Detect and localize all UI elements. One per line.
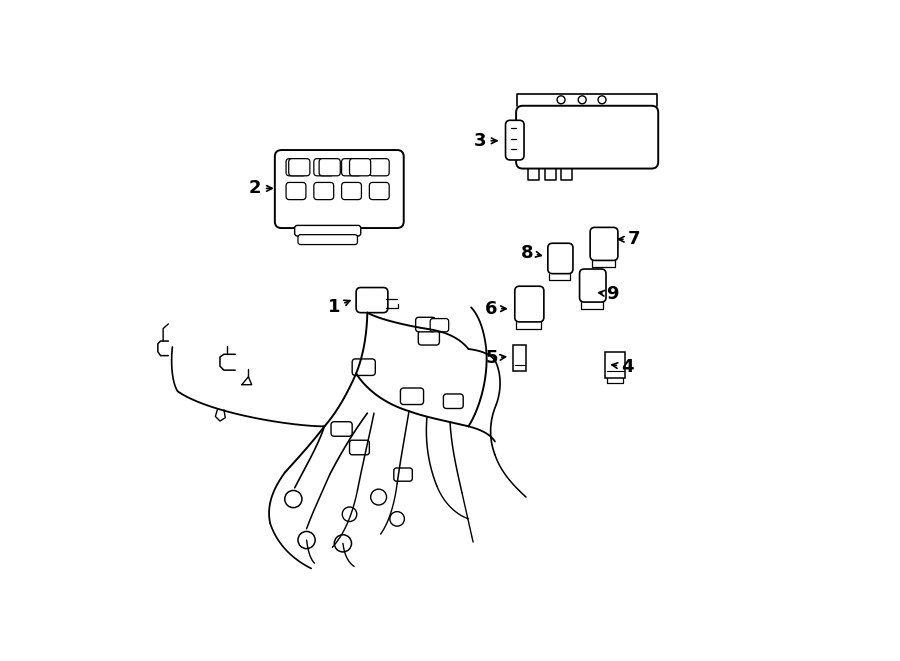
FancyBboxPatch shape	[342, 159, 362, 176]
Bar	[514, 345, 526, 371]
FancyBboxPatch shape	[286, 182, 306, 200]
FancyBboxPatch shape	[314, 159, 334, 176]
FancyBboxPatch shape	[274, 150, 404, 228]
FancyBboxPatch shape	[416, 317, 436, 332]
FancyBboxPatch shape	[352, 359, 375, 375]
FancyBboxPatch shape	[369, 182, 389, 200]
Text: 4: 4	[621, 358, 634, 376]
FancyBboxPatch shape	[418, 330, 439, 345]
FancyBboxPatch shape	[342, 182, 362, 200]
FancyBboxPatch shape	[349, 440, 369, 455]
Text: 3: 3	[473, 132, 486, 150]
FancyBboxPatch shape	[548, 243, 573, 274]
FancyBboxPatch shape	[331, 422, 352, 436]
FancyBboxPatch shape	[356, 288, 388, 313]
FancyBboxPatch shape	[515, 286, 544, 322]
FancyBboxPatch shape	[289, 159, 310, 176]
Text: 1: 1	[328, 298, 340, 317]
FancyBboxPatch shape	[349, 159, 371, 176]
FancyBboxPatch shape	[298, 235, 357, 245]
FancyBboxPatch shape	[444, 394, 464, 408]
Text: 5: 5	[485, 349, 498, 368]
Text: 2: 2	[248, 179, 261, 198]
Text: 7: 7	[627, 230, 640, 249]
FancyBboxPatch shape	[400, 388, 424, 405]
FancyBboxPatch shape	[516, 106, 658, 169]
Text: 6: 6	[485, 299, 497, 318]
FancyBboxPatch shape	[506, 120, 524, 160]
FancyBboxPatch shape	[314, 182, 334, 200]
FancyBboxPatch shape	[394, 468, 412, 481]
Text: 8: 8	[521, 243, 534, 262]
Text: 9: 9	[606, 285, 618, 303]
FancyBboxPatch shape	[430, 319, 449, 332]
FancyBboxPatch shape	[320, 159, 340, 176]
FancyBboxPatch shape	[369, 159, 389, 176]
FancyBboxPatch shape	[590, 227, 618, 260]
Bar	[606, 352, 626, 378]
FancyBboxPatch shape	[580, 269, 606, 302]
FancyBboxPatch shape	[294, 225, 361, 236]
FancyBboxPatch shape	[286, 159, 306, 176]
